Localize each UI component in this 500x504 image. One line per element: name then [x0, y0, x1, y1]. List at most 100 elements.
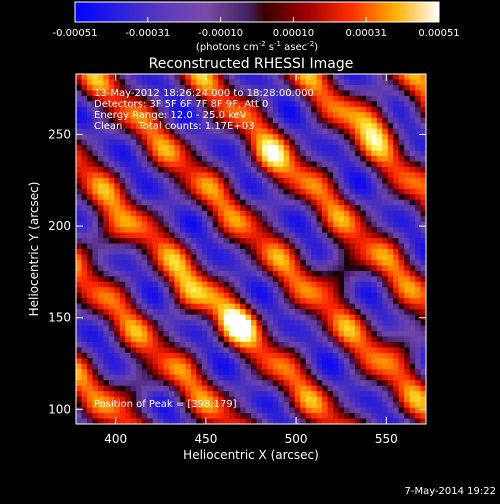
heatmap-cell [283, 79, 290, 86]
heatmap-cell [92, 276, 99, 283]
heatmap-cell [338, 303, 345, 310]
heatmap-cell [234, 287, 241, 294]
heatmap-cell [136, 341, 143, 348]
heatmap-cell [152, 238, 159, 244]
heatmap-cell [223, 172, 230, 179]
heatmap-cell [158, 188, 164, 195]
heatmap-cell [267, 134, 274, 141]
heatmap-cell [354, 183, 361, 190]
heatmap-cell [393, 95, 400, 102]
heatmap-cell [256, 112, 263, 119]
heatmap-cell [234, 194, 241, 201]
heatmap-cell [387, 139, 394, 146]
heatmap-cell [333, 123, 339, 130]
heatmap-cell [212, 117, 219, 124]
heatmap-cell [174, 292, 181, 299]
heatmap-cell [163, 188, 170, 195]
heatmap-cell [108, 363, 115, 370]
heatmap-cell [289, 134, 296, 141]
heatmap-cell [207, 84, 214, 91]
heatmap-cell [360, 303, 367, 310]
heatmap-cell [229, 238, 235, 244]
heatmap-cell [201, 369, 208, 376]
heatmap-cell [147, 243, 153, 250]
heatmap-cell [147, 90, 153, 97]
heatmap-cell [338, 145, 345, 151]
heatmap-cell [371, 391, 378, 398]
heatmap-cell [130, 347, 137, 354]
heatmap-cell [130, 112, 137, 119]
heatmap-cell [338, 325, 345, 332]
heatmap-cell [245, 413, 252, 419]
heatmap-cell [158, 74, 164, 80]
heatmap-cell [234, 341, 241, 348]
heatmap-cell [354, 227, 361, 233]
heatmap-cell [141, 352, 148, 359]
heatmap-cell [240, 358, 246, 365]
heatmap-cell [103, 194, 110, 201]
heatmap-cell [349, 156, 356, 162]
heatmap-cell [207, 298, 214, 305]
heatmap-cell [354, 117, 361, 124]
heatmap-cell [201, 199, 208, 206]
heatmap-cell [305, 128, 312, 135]
heatmap-cell [349, 259, 356, 266]
heatmap-cell [158, 402, 164, 408]
heatmap-cell [76, 287, 82, 294]
heatmap-cell [256, 145, 263, 151]
heatmap-cell [86, 123, 93, 130]
heatmap-cell [92, 418, 99, 424]
heatmap-cell [343, 292, 350, 299]
heatmap-cell [152, 194, 159, 201]
heatmap-cell [327, 90, 334, 97]
heatmap-cell [81, 74, 88, 80]
heatmap-cell [179, 238, 186, 244]
heatmap-cell [147, 418, 153, 424]
heatmap-cell [316, 172, 323, 179]
heatmap-cell [382, 243, 389, 250]
heatmap-cell [300, 391, 307, 398]
heatmap-cell [174, 183, 181, 190]
heatmap-cell [360, 216, 367, 223]
heatmap-cell [398, 331, 405, 337]
heatmap-cell [119, 418, 126, 424]
heatmap-cell [322, 413, 328, 419]
heatmap-cell [179, 292, 186, 299]
heatmap-cell [119, 205, 126, 212]
heatmap-cell [393, 270, 400, 277]
heatmap-cell [103, 254, 110, 261]
heatmap-cell [234, 145, 241, 151]
heatmap-cell [289, 407, 296, 414]
heatmap-cell [305, 347, 312, 354]
heatmap-cell [256, 336, 263, 343]
heatmap-cell [420, 259, 426, 266]
heatmap-cell [76, 352, 82, 359]
heatmap-cell [174, 243, 181, 250]
heatmap-cell [229, 331, 235, 337]
heatmap-cell [190, 112, 197, 119]
heatmap-cell [76, 298, 82, 305]
heatmap-cell [229, 210, 235, 217]
heatmap-cell [404, 139, 410, 146]
heatmap-cell [311, 79, 318, 86]
heatmap-cell [245, 336, 252, 343]
heatmap-cell [92, 325, 99, 332]
heatmap-cell [103, 341, 110, 348]
heatmap-cell [119, 95, 126, 102]
heatmap-cell [97, 123, 104, 130]
heatmap-cell [360, 396, 367, 403]
heatmap-cell [207, 303, 214, 310]
heatmap-cell [382, 298, 389, 305]
heatmap-cell [311, 95, 318, 102]
heatmap-cell [327, 292, 334, 299]
heatmap-cell [365, 331, 372, 337]
heatmap-cell [354, 84, 361, 91]
heatmap-cell [92, 314, 99, 321]
heatmap-cell [92, 188, 99, 195]
heatmap-cell [398, 391, 405, 398]
heatmap-cell [404, 172, 410, 179]
heatmap-cell [76, 128, 82, 135]
heatmap-cell [349, 106, 356, 113]
heatmap-cell [152, 183, 159, 190]
heatmap-cell [136, 188, 143, 195]
